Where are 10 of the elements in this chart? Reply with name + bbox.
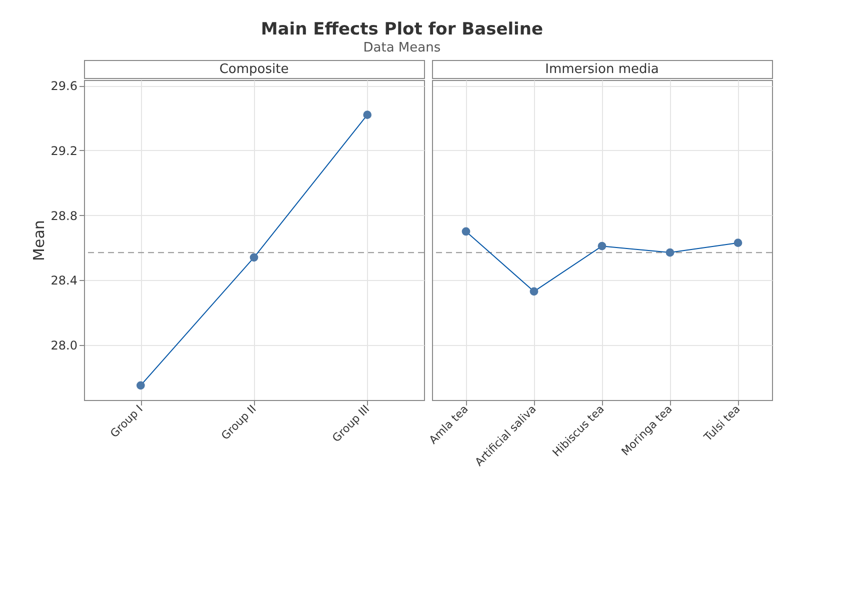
- chart-title: Main Effects Plot for Baseline: [260, 20, 544, 40]
- y-tick-label: 29.6: [50, 79, 78, 94]
- x-axis-title: Composite: [219, 62, 289, 77]
- y-tick-label: 28.8: [50, 208, 78, 223]
- y-axis-title: Mean: [30, 220, 48, 261]
- y-tick-label: 29.2: [50, 144, 78, 158]
- chart-subtitle: Data Means: [363, 40, 441, 56]
- y-tick-label: 28.4: [50, 274, 78, 288]
- x-axis-title: Immersion media: [545, 62, 659, 77]
- y-tick-label: 28.0: [50, 338, 78, 352]
